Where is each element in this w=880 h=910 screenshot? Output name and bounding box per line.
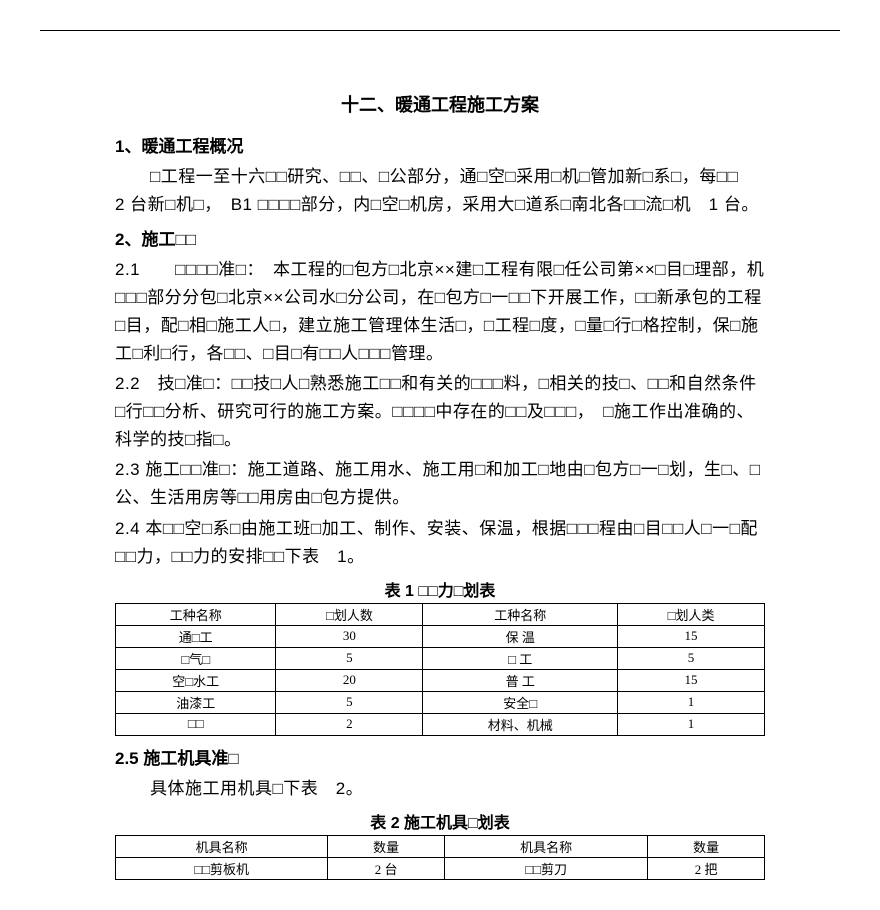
section-2-5-heading: 2.5 施工机具准□ (115, 744, 765, 769)
section-1-heading: 1、暖通工程概况 (115, 132, 765, 157)
table-row: 通□工30保 温15 (116, 625, 765, 647)
para-2-2: 2.2 技□准□：□□技□人□熟悉施工□□和有关的□□□料，□相关的技□、□□和… (115, 370, 765, 454)
th: 机具名称 (444, 835, 647, 857)
section-2-heading: 2、施工□□ (115, 225, 765, 250)
th: 机具名称 (116, 835, 328, 857)
document-page: 十二、暖通工程施工方案 1、暖通工程概况 □工程一至十六□□研究、□□、□公部分… (40, 30, 840, 880)
table-row: 油漆工5安全□1 (116, 691, 765, 713)
table-2: 机具名称 数量 机具名称 数量 □□剪板机2 台□□剪刀2 把 (115, 835, 765, 880)
table-1-caption: 表 1 □□力□划表 (115, 577, 765, 601)
th: 工种名称 (423, 603, 618, 625)
table-row: 工种名称 □划人数 工种名称 □划人类 (116, 603, 765, 625)
th: 工种名称 (116, 603, 276, 625)
table-1: 工种名称 □划人数 工种名称 □划人类 通□工30保 温15 □气□5□ 工5 … (115, 603, 765, 736)
th: □划人类 (618, 603, 765, 625)
table-row: □气□5□ 工5 (116, 647, 765, 669)
th: 数量 (648, 835, 765, 857)
para-2-1: 2.1 □□□□准□： 本工程的□包方□北京××建□工程有限□任公司第××□目□… (115, 256, 765, 368)
th: □划人数 (276, 603, 423, 625)
doc-title: 十二、暖通工程施工方案 (115, 91, 765, 117)
section-1-para: □工程一至十六□□研究、□□、□公部分，通□空□采用□机□管加新□系□，每□□ … (115, 163, 765, 219)
table-row: 机具名称 数量 机具名称 数量 (116, 835, 765, 857)
para-2-3: 2.3 施工□□准□：施工道路、施工用水、施工用□和加工□地由□包方□一□划，生… (115, 456, 765, 512)
table-row: □□剪板机2 台□□剪刀2 把 (116, 857, 765, 879)
para-2-4: 2.4 本□□空□系□由施工班□加工、制作、安装、保温，根据□□□程由□目□□人… (115, 515, 765, 571)
para-2-5: 具体施工用机具□下表 2。 (115, 775, 765, 803)
table-row: □□2材料、机械1 (116, 713, 765, 735)
th: 数量 (328, 835, 445, 857)
table-2-caption: 表 2 施工机具□划表 (115, 809, 765, 833)
table-row: 空□水工20普 工15 (116, 669, 765, 691)
